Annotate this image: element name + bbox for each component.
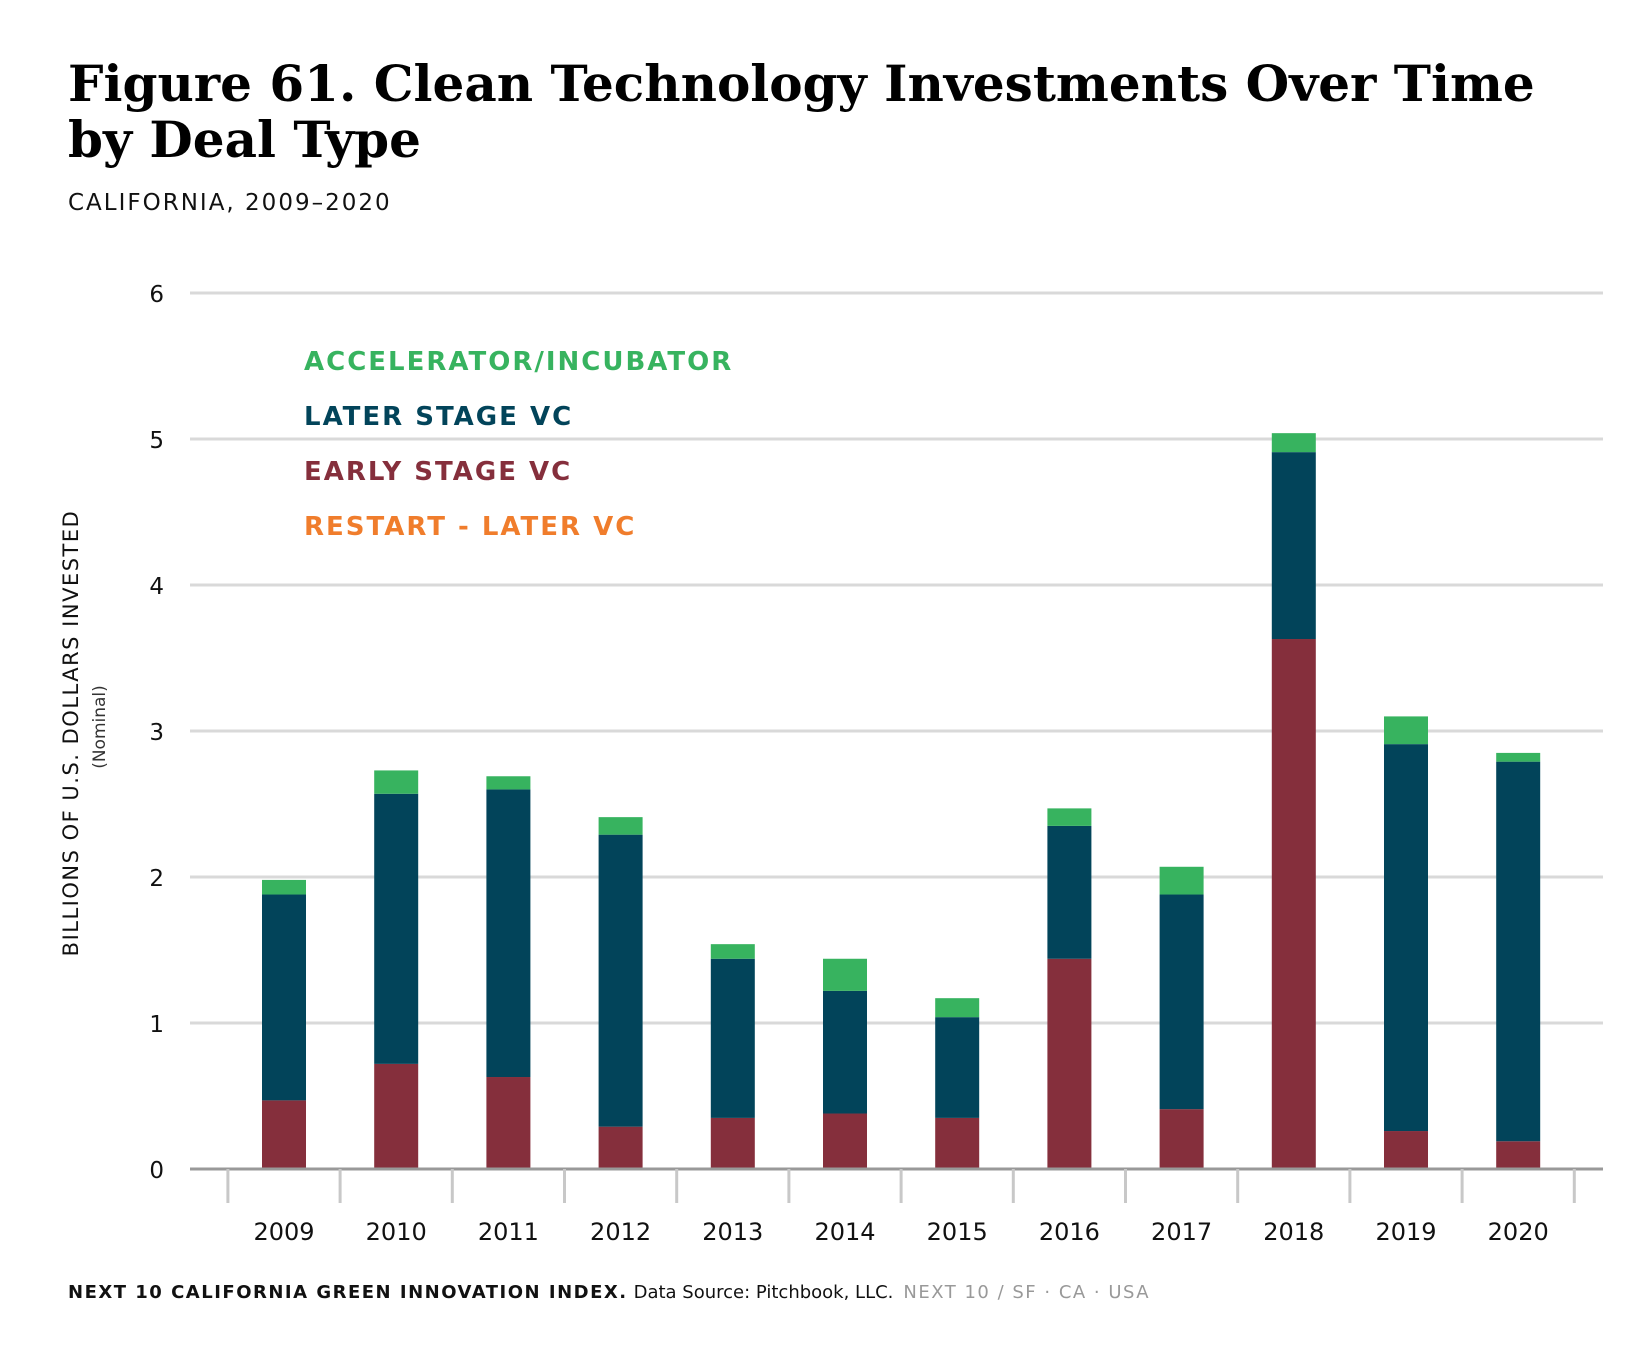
bar-segment-early-stage-vc (1496, 1141, 1541, 1169)
y-tick-label: 2 (149, 866, 164, 892)
bar-segment-later-stage-vc (935, 1017, 980, 1118)
x-tick-label: 2017 (1151, 1218, 1212, 1246)
y-tick-label: 1 (149, 1012, 164, 1038)
footer-data-source: Data Source: Pitchbook, LLC. (633, 1282, 894, 1303)
bar-segment-accelerator-incubator (1159, 866, 1204, 895)
chart-title: Figure 61. Clean Technology Investments … (68, 54, 1535, 169)
legend-entry: ACCELERATOR/INCUBATOR (304, 347, 733, 377)
bar-segment-later-stage-vc (486, 789, 531, 1078)
x-tick-label: 2011 (478, 1218, 539, 1246)
bar-segment-early-stage-vc (374, 1063, 419, 1169)
bar-segment-accelerator-incubator (262, 879, 306, 895)
bar-segment-accelerator-incubator (935, 998, 980, 1018)
bar-segment-later-stage-vc (1159, 894, 1204, 1110)
bar-segment-early-stage-vc (1271, 639, 1316, 1169)
x-tick-label: 2016 (1039, 1218, 1100, 1246)
bar-segment-early-stage-vc (710, 1117, 755, 1169)
x-tick-label: 2019 (1375, 1218, 1436, 1246)
bar-segment-early-stage-vc (823, 1113, 867, 1169)
bar-segment-accelerator-incubator (710, 944, 755, 959)
y-tick-label: 4 (149, 574, 164, 600)
bar-segment-early-stage-vc (935, 1117, 980, 1169)
bar-segment-accelerator-incubator (486, 776, 531, 790)
x-tick-label: 2013 (702, 1218, 763, 1246)
bar-segment-early-stage-vc (1159, 1109, 1204, 1169)
bar-segment-later-stage-vc (1271, 452, 1316, 640)
y-tick-label: 3 (149, 720, 164, 746)
y-tick-label: 5 (149, 428, 164, 454)
y-axis-label: BILLIONS OF U.S. DOLLARS INVESTED (59, 510, 83, 957)
bar-segment-early-stage-vc (1384, 1131, 1428, 1169)
chart-subtitle: CALIFORNIA, 2009–2020 (68, 190, 392, 216)
x-tick-label: 2020 (1488, 1218, 1549, 1246)
bar-segment-early-stage-vc (598, 1126, 643, 1169)
x-tick-label: 2009 (253, 1218, 314, 1246)
legend-entry: RESTART - LATER VC (304, 512, 636, 542)
footer-index-name: NEXT 10 CALIFORNIA GREEN INNOVATION INDE… (68, 1282, 628, 1303)
bar-segment-later-stage-vc (1384, 744, 1428, 1132)
bar-segment-early-stage-vc (486, 1077, 531, 1169)
y-tick-label: 0 (149, 1158, 164, 1184)
x-tick-label: 2015 (927, 1218, 988, 1246)
bar-segment-accelerator-incubator (1271, 433, 1316, 453)
bar-segment-accelerator-incubator (1496, 752, 1541, 762)
legend-entry: LATER STAGE VC (304, 402, 573, 432)
x-tick-label: 2010 (366, 1218, 427, 1246)
bar-segment-accelerator-incubator (374, 770, 419, 794)
bar-segment-later-stage-vc (598, 834, 643, 1127)
bar-segment-accelerator-incubator (1384, 716, 1428, 745)
legend-entry: EARLY STAGE VC (304, 457, 572, 487)
bar-segment-accelerator-incubator (823, 958, 867, 991)
bar-segment-later-stage-vc (374, 793, 419, 1064)
x-tick-label: 2012 (590, 1218, 651, 1246)
bar-segment-later-stage-vc (710, 958, 755, 1118)
footer: NEXT 10 CALIFORNIA GREEN INNOVATION INDE… (68, 1282, 1150, 1303)
bar-segment-accelerator-incubator (1047, 808, 1092, 826)
bar-segment-later-stage-vc (262, 894, 306, 1101)
x-tick-label: 2018 (1263, 1218, 1324, 1246)
bar-segment-early-stage-vc (262, 1100, 306, 1169)
bar-segment-early-stage-vc (1047, 958, 1092, 1169)
bar-segment-accelerator-incubator (598, 817, 643, 835)
bar-segment-later-stage-vc (1496, 761, 1541, 1142)
x-tick-label: 2014 (814, 1218, 875, 1246)
y-tick-label: 6 (149, 282, 164, 308)
bar-segment-later-stage-vc (823, 990, 867, 1114)
bar-segment-later-stage-vc (1047, 825, 1092, 959)
y-axis-sublabel: (Nominal) (90, 685, 110, 769)
footer-org: NEXT 10 / SF · CA · USA (903, 1282, 1151, 1303)
